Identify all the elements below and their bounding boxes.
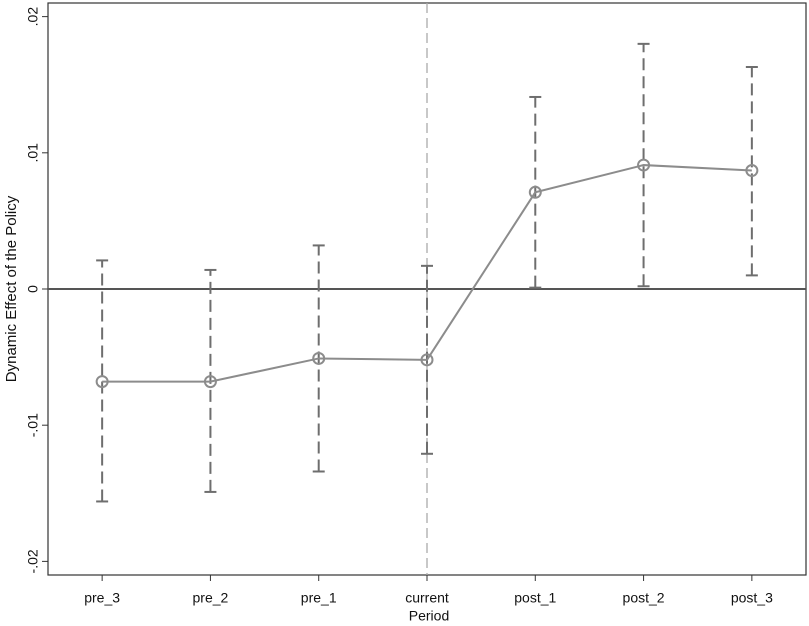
x-tick-label: pre_3 bbox=[84, 590, 120, 606]
y-axis-label: Dynamic Effect of the Policy bbox=[3, 195, 20, 382]
y-tick-label: 0 bbox=[25, 285, 41, 293]
effect-line bbox=[102, 164, 752, 383]
y-tick-label: .02 bbox=[25, 7, 41, 27]
error-bar bbox=[745, 66, 758, 277]
point bbox=[203, 375, 217, 389]
point bbox=[95, 375, 109, 389]
x-tick-label: post_3 bbox=[731, 590, 773, 606]
x-tick-label: pre_2 bbox=[193, 590, 229, 606]
x-tick-label: current bbox=[405, 590, 449, 606]
error-bar bbox=[637, 42, 650, 288]
x-tick-label: pre_1 bbox=[301, 590, 337, 606]
error-bar bbox=[96, 259, 109, 503]
y-tick-label: -.02 bbox=[25, 549, 41, 573]
point bbox=[420, 353, 434, 367]
x-tick-label: post_2 bbox=[623, 590, 665, 606]
point bbox=[528, 185, 542, 199]
point bbox=[745, 164, 759, 178]
y-tick-label: .01 bbox=[25, 143, 41, 163]
x-axis-label: Period bbox=[409, 608, 449, 624]
point bbox=[637, 158, 651, 172]
y-tick-label: -.01 bbox=[25, 413, 41, 437]
x-tick-label: post_1 bbox=[514, 590, 556, 606]
point bbox=[312, 351, 326, 365]
